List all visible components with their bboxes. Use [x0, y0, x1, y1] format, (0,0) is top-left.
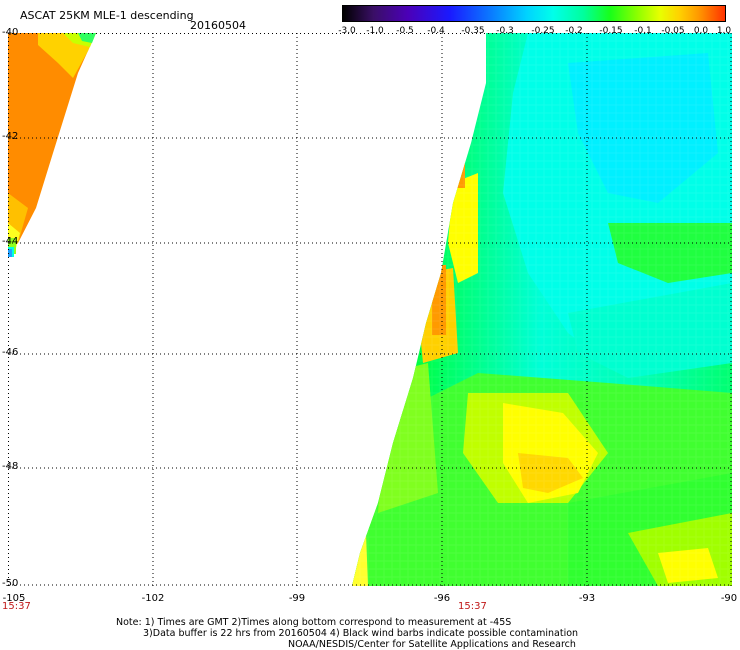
longitude-label: -96: [433, 593, 451, 604]
color-scale-label: -0.4: [427, 26, 445, 36]
color-scale-label: -3.0: [338, 26, 356, 36]
longitude-label: -105: [2, 593, 26, 604]
color-scale-label: -0.05: [661, 26, 685, 36]
color-scale-label: -0.2: [565, 26, 583, 36]
latitude-label: -50: [2, 578, 19, 589]
color-scale-label: -0.25: [531, 26, 555, 36]
east-swath: [352, 33, 732, 586]
longitude-label: -102: [141, 593, 165, 604]
longitude-label: -90: [720, 593, 738, 604]
footnote-line-1: Note: 1) Times are GMT 2)Times along bot…: [116, 617, 512, 628]
color-scale-label: -0.5: [396, 26, 414, 36]
color-scale-label: 1.0: [716, 26, 732, 36]
footnote-credit: NOAA/NESDIS/Center for Satellite Applica…: [288, 639, 576, 650]
footnote-line-2: 3)Data buffer is 22 hrs from 20160504 4)…: [143, 628, 579, 639]
pass-time-label: 15:37: [458, 601, 487, 612]
lat-lon-grid: [8, 33, 732, 586]
color-scale-label: -0.1: [634, 26, 652, 36]
color-scale-label: -0.3: [496, 26, 514, 36]
color-scale-label: -1.0: [366, 26, 384, 36]
latitude-label: -48: [2, 461, 19, 472]
product-date: 20160504: [190, 19, 246, 32]
latitude-label: -44: [2, 236, 19, 247]
pass-time-label: 15:37: [2, 601, 31, 612]
latitude-label: -40: [2, 27, 19, 38]
longitude-label: -99: [288, 593, 306, 604]
latitude-label: -42: [2, 131, 19, 142]
latitude-label: -46: [2, 347, 19, 358]
wind-field-map: [8, 33, 732, 586]
color-scale-label: -0.35: [461, 26, 485, 36]
longitude-label: -93: [578, 593, 596, 604]
color-scale-label: 0.0: [693, 26, 709, 36]
color-scale-label: -0.15: [599, 26, 623, 36]
color-scale-bar: [342, 5, 726, 22]
product-title: ASCAT 25KM MLE-1 descending: [20, 9, 194, 22]
west-swath: [8, 33, 96, 257]
